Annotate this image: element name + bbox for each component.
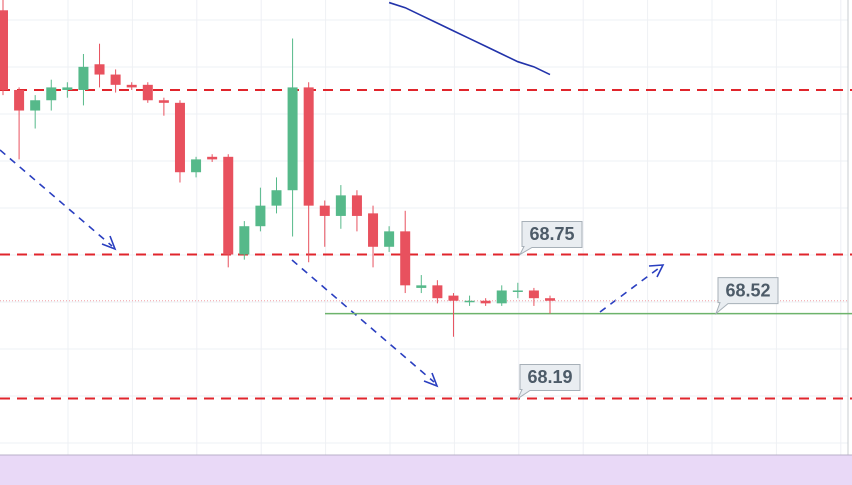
candle-body <box>448 295 459 301</box>
candle-body <box>303 87 314 206</box>
candle-body <box>142 84 153 101</box>
moving-average <box>388 1 551 76</box>
candle-body <box>384 231 395 247</box>
level-label: 68.19 <box>527 367 572 387</box>
candle-body <box>207 156 218 160</box>
candle-body <box>351 195 362 216</box>
candle-body <box>78 66 89 90</box>
candle-body <box>545 298 555 301</box>
candle-body <box>416 285 427 288</box>
grid <box>0 0 848 455</box>
candle-body <box>191 159 202 173</box>
candle-body <box>30 100 41 111</box>
candle-body <box>255 205 266 227</box>
arrows <box>0 149 665 388</box>
candle-body <box>271 190 282 206</box>
candle-body <box>287 87 298 191</box>
candle-body <box>512 290 523 292</box>
candle-body <box>174 102 185 173</box>
label-box <box>714 277 779 316</box>
candle-body <box>368 213 379 247</box>
candle-body <box>239 226 250 255</box>
label-box <box>516 363 581 400</box>
candle-body <box>158 100 169 103</box>
arrow-head <box>101 235 117 251</box>
level-label: 68.52 <box>725 280 770 300</box>
candle-body <box>335 195 346 216</box>
level-label: 68.75 <box>529 224 574 244</box>
arrow-head <box>648 264 665 278</box>
candle-body <box>110 74 121 85</box>
label-box <box>518 220 583 256</box>
candle-body <box>14 89 25 111</box>
candle-body <box>464 300 475 303</box>
candle-body <box>0 10 8 90</box>
candle-body <box>400 231 411 286</box>
candle-body <box>319 205 330 216</box>
arrow <box>291 259 435 383</box>
candle-body <box>432 285 443 299</box>
arrow-head <box>423 372 439 388</box>
candle-body <box>46 87 57 101</box>
candle-body <box>62 87 73 90</box>
candle-body <box>528 290 539 299</box>
candle-body <box>126 84 137 88</box>
arrow <box>0 149 113 247</box>
candle-body <box>223 156 234 255</box>
candle-body <box>94 64 105 75</box>
indicator-pane <box>0 455 852 485</box>
candle-body <box>480 300 491 304</box>
candle-body <box>496 290 507 304</box>
